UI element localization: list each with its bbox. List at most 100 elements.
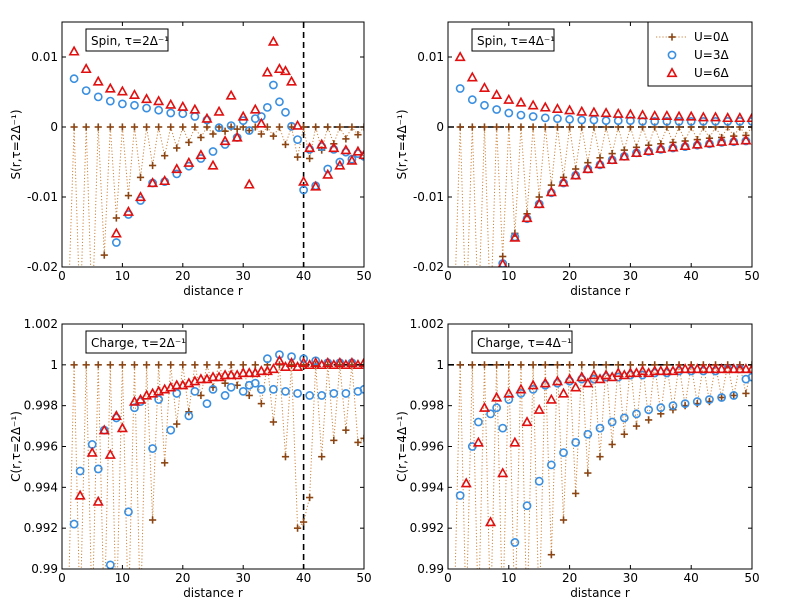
- point-u0: [82, 123, 90, 131]
- point-u6: [267, 363, 279, 374]
- point-u3: [81, 86, 91, 95]
- point-u0: [167, 361, 175, 369]
- point-u3: [293, 389, 302, 398]
- point-u6: [557, 176, 570, 187]
- point-u3: [510, 538, 520, 547]
- point-u3: [583, 429, 593, 439]
- legend: U=0Δ U=3Δ U=6Δ: [647, 21, 753, 87]
- point-u3: [662, 117, 672, 126]
- point-u6: [225, 89, 237, 100]
- panel-spin-tau2: 0 10 20 30 40 50 -0.02 -0.01 0 0.01 distance r S(r,…: [9, 21, 372, 298]
- x-tick-label: 30: [623, 269, 638, 283]
- point-u3: [275, 97, 284, 107]
- point-u3: [335, 157, 345, 167]
- y-tick-label: 0.992: [410, 521, 444, 535]
- point-u0: [566, 123, 574, 131]
- point-u6: [728, 363, 740, 374]
- point-u6: [722, 363, 734, 374]
- point-u3: [154, 395, 164, 404]
- point-u6: [533, 403, 545, 414]
- point-u3: [262, 103, 272, 112]
- point-u3: [717, 393, 726, 402]
- point-u0: [602, 361, 610, 369]
- point-u3: [504, 108, 514, 118]
- point-u6: [201, 112, 213, 123]
- point-u3: [281, 107, 290, 117]
- point-u3: [613, 116, 623, 126]
- y-tick-label: 0.01: [31, 50, 58, 64]
- point-u0: [342, 135, 350, 143]
- point-u6: [255, 117, 267, 128]
- point-u0: [578, 361, 586, 369]
- point-u3: [105, 560, 115, 569]
- point-u0: [161, 152, 169, 160]
- point-u0: [541, 361, 549, 369]
- point-u0: [136, 173, 145, 181]
- point-u6: [346, 356, 358, 367]
- point-u0: [155, 361, 163, 369]
- point-u6: [110, 410, 122, 421]
- point-u6: [134, 191, 147, 202]
- point-u3: [208, 147, 218, 156]
- panel-spin-tau4: 0 10 20 30 40 50 -0.02 -0.01 0 0.01 distance r S(r,…: [395, 21, 760, 298]
- x-tick-label: 20: [562, 269, 577, 283]
- point-u6: [243, 178, 255, 189]
- point-u0: [124, 192, 133, 200]
- point-u6: [116, 85, 128, 96]
- point-u0: [493, 123, 501, 131]
- point-u0: [293, 524, 302, 532]
- point-u3: [546, 460, 556, 470]
- point-u6: [588, 106, 600, 117]
- point-u6: [685, 110, 697, 121]
- point-u6: [703, 137, 715, 148]
- legend-frame: [647, 21, 753, 87]
- point-u6: [667, 141, 679, 152]
- point-u6: [74, 489, 86, 500]
- point-u3: [589, 115, 599, 125]
- point-u6: [207, 371, 219, 382]
- point-u3: [480, 100, 489, 110]
- point-u0: [142, 123, 151, 131]
- point-u0: [221, 127, 229, 135]
- point-u6: [478, 81, 491, 92]
- y-tick-label: 0: [50, 120, 58, 134]
- y-tick-label: -0.01: [413, 190, 444, 204]
- point-u0: [559, 516, 568, 524]
- point-u3: [504, 395, 514, 404]
- x-tick-label: 50: [744, 269, 759, 283]
- point-u0: [191, 123, 199, 131]
- point-u6: [691, 363, 703, 374]
- point-u6: [340, 144, 352, 155]
- point-u3: [142, 103, 151, 113]
- panel-charge-tau2: 0 10 20 30 40 50 0.99 0.992 0.994 0.996 0.998 1 1.00…: [9, 317, 372, 600]
- point-u0: [578, 123, 586, 131]
- point-u3: [607, 417, 617, 427]
- point-u3: [534, 476, 544, 486]
- point-u3: [130, 403, 139, 413]
- point-u3: [75, 466, 85, 476]
- point-u3: [559, 448, 568, 458]
- point-u3: [262, 354, 272, 364]
- point-u3: [93, 92, 103, 102]
- point-u3: [473, 417, 483, 427]
- point-u6: [661, 365, 673, 376]
- y-tick-label: 1.002: [410, 317, 444, 331]
- point-u0: [456, 361, 464, 369]
- x-axis-label: distance r: [183, 284, 243, 298]
- point-u3: [455, 491, 465, 500]
- point-u0: [287, 361, 296, 369]
- point-u0: [281, 140, 290, 149]
- point-u3: [571, 438, 581, 447]
- point-u0: [480, 123, 489, 131]
- panel-charge-tau4: 0 10 20 30 40 50 0.99 0.992 0.994 0.996 0.998 1 1.00…: [395, 317, 760, 600]
- point-u6: [213, 105, 225, 116]
- point-u3: [467, 95, 477, 105]
- point-u0: [590, 123, 598, 131]
- point-u6: [570, 381, 582, 392]
- point-u3: [632, 409, 641, 419]
- point-u0: [149, 516, 157, 524]
- x-tick-label: 40: [296, 269, 311, 283]
- point-u0: [94, 123, 102, 131]
- point-u3: [105, 96, 115, 106]
